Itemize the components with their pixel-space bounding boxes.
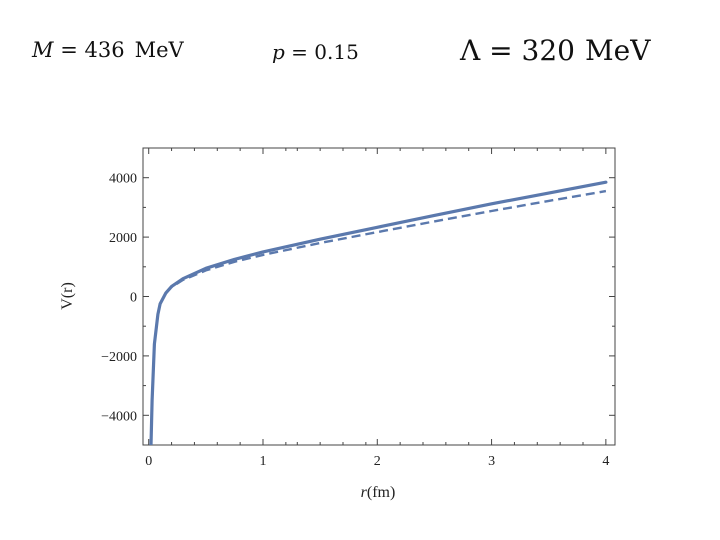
axis-ticks: 0 1 2 3 4 −4000 −2000 0 2000 4000 bbox=[101, 147, 615, 469]
mass-symbol: M bbox=[32, 38, 54, 62]
series-lines bbox=[149, 180, 608, 445]
x-tick-label: 1 bbox=[260, 454, 267, 469]
mass-parameter: M = 436 MeV bbox=[32, 38, 184, 62]
p-value: 0.15 bbox=[314, 40, 359, 64]
dashed-series-line bbox=[149, 189, 607, 445]
x-axis-label: r(fm) bbox=[361, 484, 396, 501]
x-tick-label: 0 bbox=[145, 454, 152, 469]
p-symbol: p bbox=[272, 40, 285, 64]
y-axis-label: V(r) bbox=[59, 282, 76, 310]
y-tick-label: 0 bbox=[130, 291, 137, 306]
mass-value: 436 bbox=[84, 38, 125, 62]
solid-series-line bbox=[149, 180, 608, 445]
y-tick-label: 4000 bbox=[109, 172, 137, 187]
y-tick-label: −4000 bbox=[101, 409, 137, 424]
x-tick-label: 2 bbox=[374, 454, 381, 469]
x-axis-unit: (fm) bbox=[367, 484, 395, 501]
x-axis-symbol: r bbox=[361, 484, 368, 501]
x-tick-label: 4 bbox=[602, 454, 609, 469]
lambda-parameter: Λ = 320 MeV bbox=[460, 34, 651, 67]
p-parameter: p = 0.15 bbox=[272, 40, 359, 64]
y-tick-label: 2000 bbox=[109, 231, 137, 246]
lambda-value: 320 bbox=[521, 34, 575, 67]
lambda-symbol: Λ bbox=[460, 34, 481, 67]
mass-unit: MeV bbox=[134, 38, 184, 62]
x-tick-label: 3 bbox=[488, 454, 495, 469]
lambda-unit: MeV bbox=[584, 34, 651, 67]
y-tick-label: −2000 bbox=[101, 350, 137, 365]
